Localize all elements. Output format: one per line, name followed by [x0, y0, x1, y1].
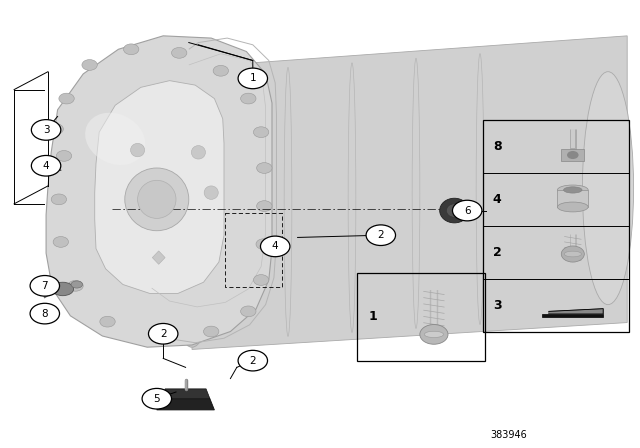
Circle shape: [238, 350, 268, 371]
Text: 1: 1: [369, 310, 378, 323]
Circle shape: [238, 68, 268, 89]
Circle shape: [257, 201, 272, 211]
Circle shape: [260, 236, 290, 257]
Ellipse shape: [447, 204, 463, 217]
Circle shape: [48, 124, 63, 134]
Ellipse shape: [138, 180, 176, 219]
Text: 3: 3: [493, 298, 502, 312]
Circle shape: [567, 151, 579, 159]
Text: 383946: 383946: [490, 430, 527, 439]
Circle shape: [366, 225, 396, 246]
Polygon shape: [192, 36, 627, 349]
Text: 8: 8: [493, 140, 502, 153]
Ellipse shape: [564, 251, 581, 257]
Circle shape: [452, 200, 482, 221]
Circle shape: [51, 194, 67, 205]
Circle shape: [420, 324, 448, 344]
Circle shape: [59, 93, 74, 104]
Bar: [357, 273, 485, 361]
Polygon shape: [152, 251, 165, 264]
Bar: [483, 120, 629, 332]
Circle shape: [30, 276, 60, 296]
Text: 6: 6: [464, 206, 470, 215]
Circle shape: [241, 93, 256, 104]
Circle shape: [151, 331, 166, 341]
Circle shape: [100, 316, 115, 327]
Text: 4: 4: [272, 241, 278, 251]
Ellipse shape: [557, 202, 588, 212]
Text: 2: 2: [160, 329, 166, 339]
Ellipse shape: [564, 187, 582, 193]
Circle shape: [213, 65, 228, 76]
Circle shape: [53, 237, 68, 247]
Circle shape: [30, 303, 60, 324]
Circle shape: [561, 246, 584, 262]
Circle shape: [204, 326, 219, 337]
Text: 2: 2: [493, 246, 502, 259]
Text: 3: 3: [43, 125, 49, 135]
Ellipse shape: [52, 282, 74, 296]
Ellipse shape: [71, 281, 83, 288]
Circle shape: [148, 323, 178, 344]
Text: 5: 5: [154, 394, 160, 404]
Bar: [543, 314, 603, 317]
Circle shape: [172, 47, 187, 58]
Ellipse shape: [424, 331, 444, 337]
Ellipse shape: [125, 168, 189, 231]
Polygon shape: [161, 389, 210, 399]
Ellipse shape: [582, 72, 634, 305]
Polygon shape: [549, 309, 604, 314]
Circle shape: [253, 127, 269, 138]
Ellipse shape: [440, 198, 469, 223]
Circle shape: [256, 239, 271, 250]
Polygon shape: [95, 81, 224, 293]
Ellipse shape: [191, 146, 205, 159]
Ellipse shape: [557, 185, 588, 195]
Text: 8: 8: [42, 309, 48, 319]
Circle shape: [56, 151, 72, 161]
Ellipse shape: [204, 186, 218, 199]
Bar: [557, 190, 588, 207]
Text: 7: 7: [42, 281, 48, 291]
Polygon shape: [157, 399, 214, 410]
Circle shape: [31, 155, 61, 176]
Circle shape: [253, 275, 269, 285]
Ellipse shape: [85, 113, 145, 165]
Text: 4: 4: [43, 161, 49, 171]
Ellipse shape: [163, 69, 221, 347]
Circle shape: [31, 120, 61, 140]
Circle shape: [82, 60, 97, 70]
Circle shape: [68, 280, 83, 291]
Circle shape: [257, 163, 272, 173]
Text: 1: 1: [250, 73, 256, 83]
Text: 2: 2: [378, 230, 384, 240]
Circle shape: [241, 306, 256, 317]
Text: 4: 4: [493, 193, 502, 206]
Ellipse shape: [131, 143, 145, 157]
Polygon shape: [46, 36, 272, 347]
Bar: [561, 149, 584, 161]
Circle shape: [142, 388, 172, 409]
Text: 2: 2: [250, 356, 256, 366]
Circle shape: [124, 44, 139, 55]
